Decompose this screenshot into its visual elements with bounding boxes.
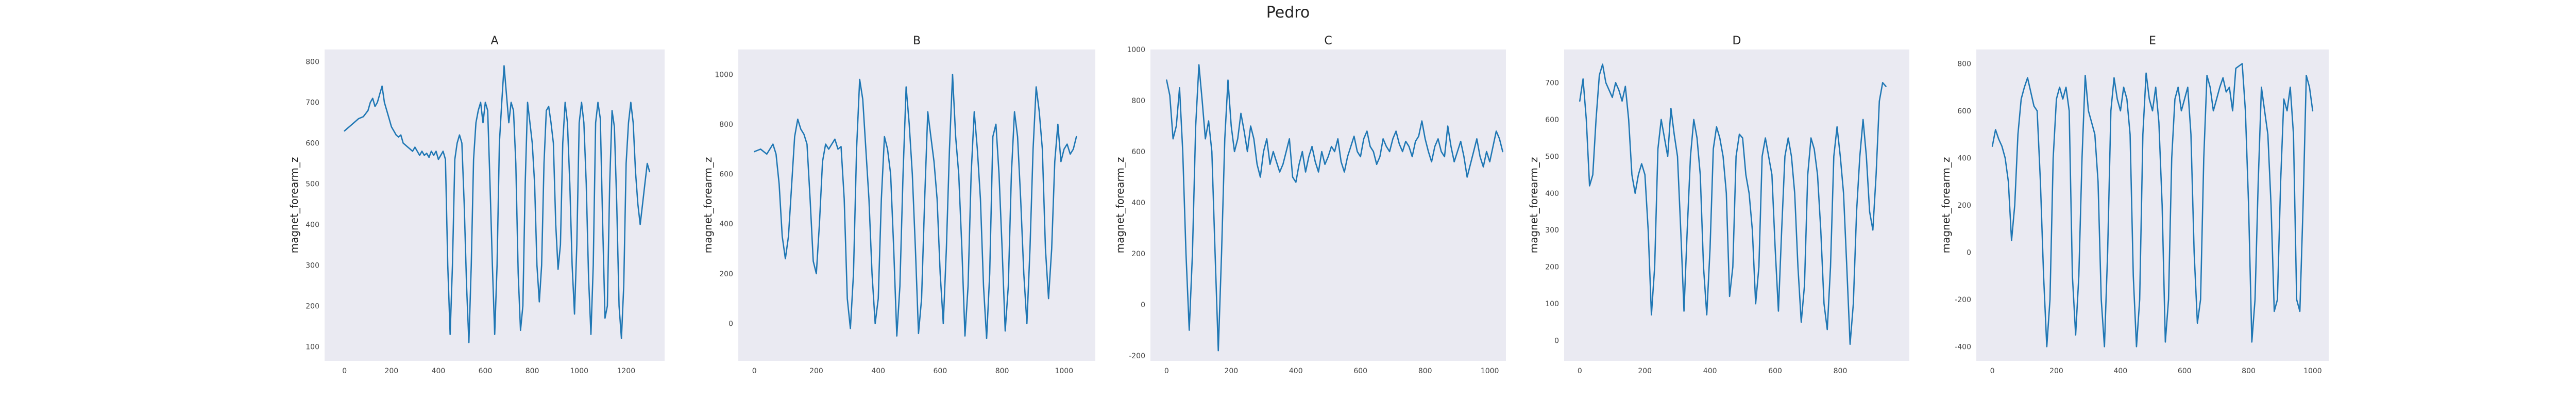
y-tick-label: 0 (728, 320, 733, 328)
y-tick-label: 300 (306, 261, 319, 270)
y-tick-label: 0 (1967, 249, 1971, 257)
series-line-b (754, 74, 1077, 339)
y-tick-label: 400 (719, 220, 733, 228)
y-tick-label: 500 (1545, 153, 1559, 161)
x-tick-label: 1000 (2303, 367, 2322, 375)
x-tick-label: 600 (934, 367, 947, 375)
y-tick-label: 400 (1545, 190, 1559, 198)
y-tick-label: 400 (306, 221, 319, 229)
y-tick-label: 100 (306, 343, 319, 351)
x-tick-label: 200 (809, 367, 823, 375)
plot-area-b (738, 49, 1095, 361)
series-line-e (1991, 63, 2314, 347)
x-tick-label: 200 (1224, 367, 1238, 375)
x-tick-label: 400 (1289, 367, 1303, 375)
y-axis-label-e: magnet_forearm_z (1940, 157, 1952, 254)
plot-area-c (1150, 49, 1506, 361)
y-tick-label: 400 (1131, 199, 1145, 207)
x-tick-label: 400 (871, 367, 885, 375)
series-line-a (344, 65, 651, 343)
x-tick-label: 800 (526, 367, 539, 375)
y-tick-label: 200 (1131, 250, 1145, 258)
x-tick-label: 600 (1768, 367, 1782, 375)
y-tick-label: 1000 (1127, 46, 1145, 54)
x-tick-label: 1000 (1481, 367, 1499, 375)
y-tick-label: 300 (1545, 226, 1559, 235)
x-tick-label: 600 (479, 367, 493, 375)
x-tick-label: 0 (752, 367, 757, 375)
plot-area-e (1976, 49, 2329, 361)
x-tick-label: 1000 (1055, 367, 1073, 375)
y-tick-label: 600 (1957, 107, 1971, 115)
y-tick-label: 0 (1141, 301, 1145, 309)
x-tick-label: 400 (2113, 367, 2127, 375)
subplot-title-d: D (1733, 35, 1741, 47)
x-tick-label: 600 (1353, 367, 1367, 375)
y-tick-label: -400 (1955, 343, 1971, 352)
y-tick-label: 400 (1957, 154, 1971, 162)
y-tick-label: 700 (306, 99, 319, 107)
y-tick-label: 200 (306, 302, 319, 310)
y-tick-label: -200 (1129, 352, 1145, 360)
x-tick-label: 800 (2242, 367, 2256, 375)
x-tick-label: 200 (384, 367, 398, 375)
x-tick-label: 1200 (617, 367, 635, 375)
y-tick-label: 200 (1545, 263, 1559, 272)
y-tick-label: 700 (1545, 79, 1559, 87)
x-tick-label: 800 (1834, 367, 1848, 375)
x-tick-label: 600 (2178, 367, 2192, 375)
y-tick-label: 100 (1545, 300, 1559, 308)
x-tick-label: 200 (1638, 367, 1652, 375)
subplot-title-c: C (1324, 35, 1332, 47)
x-tick-label: 0 (1164, 367, 1169, 375)
y-tick-label: 800 (719, 121, 733, 129)
y-tick-label: 600 (719, 171, 733, 179)
y-axis-label-a: magnet_forearm_z (288, 157, 300, 254)
y-tick-label: 800 (1131, 97, 1145, 105)
plot-area-a (325, 49, 665, 361)
x-tick-label: 0 (1990, 367, 1995, 375)
y-tick-label: 1000 (715, 71, 733, 79)
subplot-title-a: A (490, 35, 498, 47)
y-tick-label: 800 (306, 58, 319, 67)
y-axis-label-c: magnet_forearm_z (1114, 157, 1126, 254)
series-line-d (1579, 63, 1887, 345)
y-axis-label-d: magnet_forearm_z (1528, 157, 1540, 254)
figure-title: Pedro (1266, 4, 1310, 22)
x-tick-label: 800 (1418, 367, 1432, 375)
series-line-c (1166, 64, 1503, 352)
x-tick-label: 0 (1578, 367, 1582, 375)
x-tick-label: 1000 (570, 367, 588, 375)
y-tick-label: 600 (1131, 148, 1145, 156)
y-axis-label-b: magnet_forearm_z (702, 157, 714, 254)
y-tick-label: -200 (1955, 296, 1971, 304)
subplot-title-b: B (913, 35, 921, 47)
y-tick-label: 0 (1554, 337, 1559, 345)
y-tick-label: 500 (306, 180, 319, 189)
y-tick-label: 600 (1545, 116, 1559, 124)
y-tick-label: 200 (1957, 202, 1971, 210)
y-tick-label: 600 (306, 140, 319, 148)
x-tick-label: 800 (995, 367, 1009, 375)
x-tick-label: 0 (342, 367, 347, 375)
x-tick-label: 200 (2049, 367, 2063, 375)
x-tick-label: 400 (432, 367, 446, 375)
subplot-title-e: E (2149, 35, 2156, 47)
x-tick-label: 400 (1703, 367, 1717, 375)
y-tick-label: 200 (719, 270, 733, 278)
y-tick-label: 800 (1957, 60, 1971, 68)
